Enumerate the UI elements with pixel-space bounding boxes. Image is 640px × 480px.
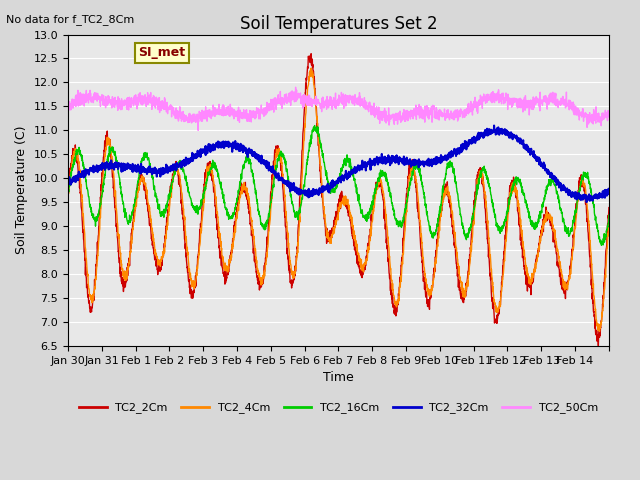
TC2_16Cm	[532, 225, 540, 230]
TC2_2Cm	[532, 256, 540, 262]
TC2_16Cm	[371, 191, 379, 196]
TC2_2Cm	[64, 186, 72, 192]
Line: TC2_4Cm: TC2_4Cm	[68, 68, 609, 332]
Title: Soil Temperatures Set 2: Soil Temperatures Set 2	[239, 15, 437, 33]
TC2_4Cm	[118, 266, 126, 272]
TC2_50Cm	[195, 128, 202, 133]
TC2_4Cm	[605, 219, 612, 225]
TC2_32Cm	[583, 199, 591, 205]
TC2_16Cm	[598, 239, 605, 245]
Text: No data for f_TC2_8Cm: No data for f_TC2_8Cm	[6, 14, 134, 25]
TC2_32Cm	[118, 163, 126, 168]
TC2_2Cm	[307, 51, 315, 57]
TC2_2Cm	[605, 204, 612, 210]
TC2_50Cm	[598, 117, 605, 122]
TC2_32Cm	[490, 123, 498, 129]
Text: SI_met: SI_met	[138, 47, 186, 60]
TC2_16Cm	[605, 213, 612, 218]
TC2_16Cm	[64, 188, 72, 193]
TC2_4Cm	[532, 264, 540, 269]
TC2_2Cm	[118, 281, 126, 287]
TC2_50Cm	[502, 91, 509, 96]
TC2_2Cm	[595, 343, 602, 348]
TC2_32Cm	[605, 186, 612, 192]
TC2_50Cm	[64, 99, 72, 105]
Line: TC2_50Cm: TC2_50Cm	[68, 87, 609, 131]
TC2_32Cm	[532, 155, 540, 161]
TC2_50Cm	[532, 94, 540, 99]
TC2_50Cm	[292, 84, 300, 90]
TC2_4Cm	[64, 192, 72, 198]
Line: TC2_16Cm: TC2_16Cm	[68, 126, 609, 245]
TC2_4Cm	[307, 65, 315, 71]
TC2_32Cm	[64, 180, 72, 186]
TC2_32Cm	[598, 192, 605, 198]
TC2_32Cm	[235, 147, 243, 153]
TC2_4Cm	[502, 246, 509, 252]
TC2_4Cm	[598, 319, 605, 324]
TC2_16Cm	[598, 242, 605, 248]
TC2_16Cm	[118, 192, 126, 197]
Legend: TC2_2Cm, TC2_4Cm, TC2_16Cm, TC2_32Cm, TC2_50Cm: TC2_2Cm, TC2_4Cm, TC2_16Cm, TC2_32Cm, TC…	[74, 398, 602, 418]
X-axis label: Time: Time	[323, 371, 354, 384]
TC2_4Cm	[371, 196, 379, 202]
TC2_16Cm	[311, 123, 319, 129]
TC2_16Cm	[235, 188, 243, 194]
Y-axis label: Soil Temperature (C): Soil Temperature (C)	[15, 126, 28, 254]
Line: TC2_2Cm: TC2_2Cm	[68, 54, 609, 346]
TC2_4Cm	[235, 202, 243, 208]
TC2_50Cm	[371, 108, 379, 113]
TC2_4Cm	[596, 329, 604, 335]
TC2_32Cm	[502, 127, 509, 132]
Line: TC2_32Cm: TC2_32Cm	[68, 126, 609, 202]
TC2_16Cm	[502, 216, 509, 222]
TC2_50Cm	[605, 114, 612, 120]
TC2_32Cm	[371, 159, 379, 165]
TC2_2Cm	[502, 232, 509, 238]
TC2_50Cm	[118, 104, 126, 109]
TC2_50Cm	[235, 112, 243, 118]
TC2_2Cm	[371, 190, 379, 196]
TC2_2Cm	[235, 194, 243, 200]
TC2_2Cm	[598, 316, 605, 322]
